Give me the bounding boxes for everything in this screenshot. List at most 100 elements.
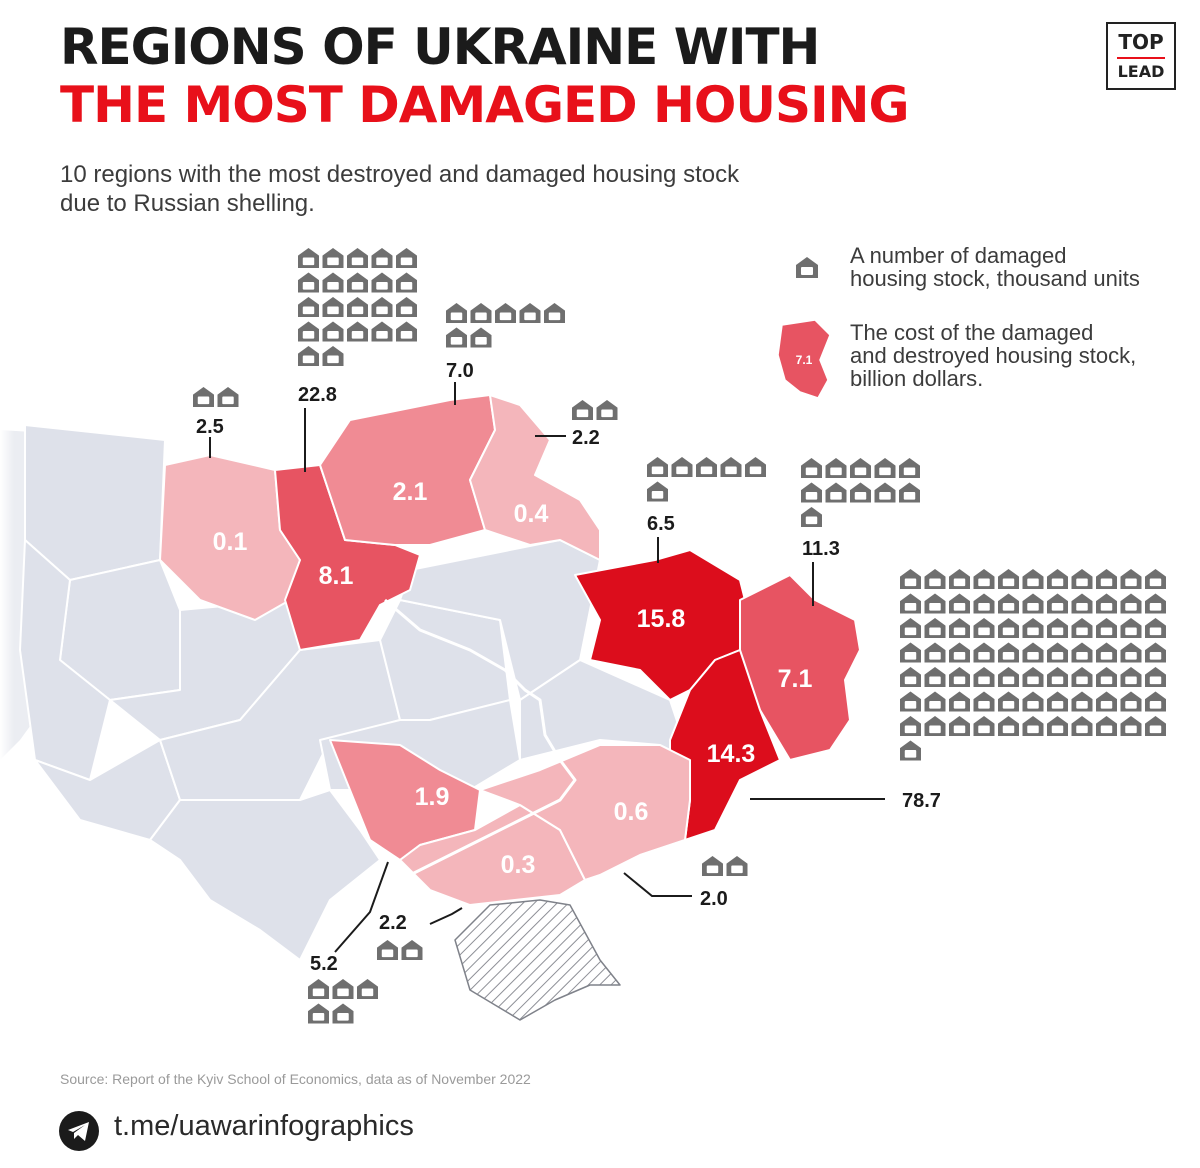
house-icon [1120,642,1142,663]
house-icon [298,345,319,366]
houses-sumy [572,399,632,420]
telegram-icon [59,1111,99,1151]
source-note: Source: Report of the Kyiv School of Eco… [60,1071,531,1087]
houses-chernihiv [446,302,565,348]
house-icon [322,247,344,268]
house-icon [874,482,896,503]
housing-kyiv: 22.8 [298,384,337,406]
house-icon [825,457,847,478]
telegram-link[interactable]: t.me/uawarinfographics [114,1110,414,1142]
cost-mykolaiv: 1.9 [415,783,450,811]
house-icon [1047,617,1068,638]
house-icon [519,302,541,323]
house-icon [446,302,467,323]
legend-cost-line-1: The cost of the damaged [850,320,1094,345]
house-icon [347,272,368,293]
house-icon [401,939,423,960]
house-icon [973,715,995,736]
house-icon [998,593,1019,614]
house-icon [900,715,921,736]
house-icon [298,272,319,293]
house-icon [396,272,417,293]
cost-luhansk: 7.1 [778,665,813,693]
house-icon [1047,666,1068,687]
house-icon [347,247,368,268]
house-icon [308,978,329,999]
house-icon [1145,617,1166,638]
house-icon [322,296,344,317]
house-icon [371,247,393,268]
odesa-region [149,789,381,961]
house-icon [1096,568,1117,589]
house-icon [973,568,995,589]
house-icon [702,855,723,876]
house-icon [1120,715,1142,736]
house-icon [949,568,970,589]
house-icon [900,642,921,663]
house-icon [1096,593,1117,614]
house-icon [1096,617,1117,638]
house-icon [801,457,822,478]
house-icon [1071,666,1093,687]
house-icon [298,247,319,268]
house-icon [1071,593,1093,614]
house-icon [924,642,946,663]
house-icon [825,506,836,527]
house-icon [924,740,940,761]
house-icon [973,617,995,638]
cost-kharkiv: 15.8 [637,605,686,633]
house-icon [949,593,970,614]
house-icon [924,593,946,614]
house-icon [544,302,565,323]
house-icon [1120,617,1142,638]
house-icon [1022,715,1044,736]
house-icon [924,715,946,736]
top-lead-logo: TOP LEAD [1106,22,1176,90]
cost-donetsk: 14.3 [707,740,756,768]
house-icon [347,345,364,366]
houses-kyiv [298,247,417,366]
house-icon [1047,568,1068,589]
house-icon [495,302,516,323]
houses-zhytomyr [193,386,253,407]
house-icon [1071,568,1093,589]
house-icon [308,1003,329,1024]
house-icon [322,272,344,293]
house-icon [720,456,742,477]
house-icon [1022,593,1044,614]
cost-sumy: 0.4 [514,500,549,528]
house-icon [949,715,970,736]
house-icon [298,321,319,342]
house-icon [242,386,253,407]
house-icon [1047,691,1068,712]
house-icon [217,386,239,407]
leader-kherson [429,907,463,925]
house-icon [1022,666,1044,687]
houses-kherson [377,939,437,960]
house-icon [193,386,214,407]
crimea [454,899,621,1021]
house-icon [332,978,354,999]
dnipro-river [384,598,577,877]
housing-mykolaiv: 5.2 [310,953,338,975]
legend-region-value: 7.1 [796,353,813,367]
house-icon [322,321,344,342]
cost-zaporizhzhia: 0.6 [614,798,649,826]
house-icon [949,642,970,663]
house-icon [1022,617,1044,638]
house-icon [396,321,417,342]
house-icon [924,666,946,687]
houses-mykolaiv [308,978,378,1024]
house-icon [1120,691,1142,712]
house-icon [671,481,682,502]
houses-donetsk [900,568,1166,761]
house-icon [596,399,618,420]
house-icon [1071,617,1093,638]
house-icon [1047,642,1068,663]
infographic-title: REGIONS OF UKRAINE WITH THE MOST DAMAGED… [60,18,910,134]
housing-kharkiv: 6.5 [647,513,675,535]
house-icon [973,593,995,614]
logo-bottom-text: LEAD [1117,62,1165,81]
house-icon [900,666,921,687]
legend-cost-line-3: billion dollars. [850,366,984,391]
